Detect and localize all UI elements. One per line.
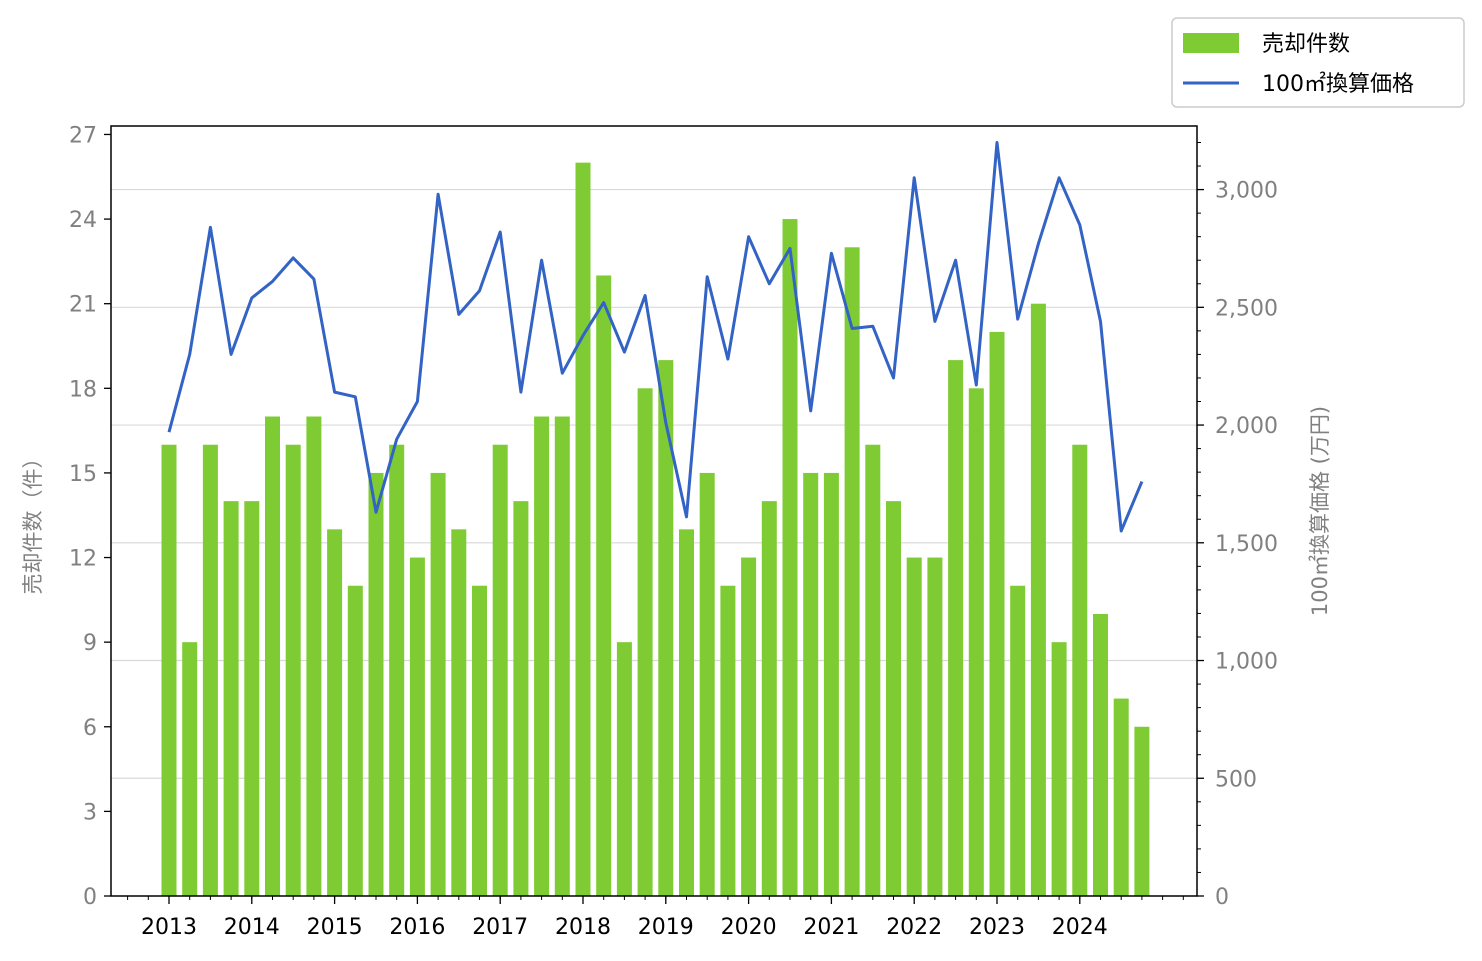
bar	[554, 416, 570, 896]
bar	[306, 416, 322, 896]
legend-bar-swatch	[1183, 33, 1239, 53]
y-tick-label: 3	[83, 800, 97, 825]
bar	[1030, 303, 1046, 896]
bar	[699, 472, 715, 896]
left-axis: 0 3 6 9 12 15 18 21 24 27	[69, 123, 111, 910]
x-tick-label: 2022	[886, 915, 942, 940]
bar	[1051, 642, 1067, 896]
bar	[927, 557, 943, 896]
legend-box	[1171, 17, 1465, 108]
bar	[989, 331, 1005, 896]
bar	[616, 642, 632, 896]
line-series	[167, 141, 1144, 533]
x-tick-label: 2024	[1052, 915, 1108, 940]
y-tick-label: 27	[69, 123, 97, 148]
y-tick-label: 6	[83, 716, 97, 741]
bar	[803, 472, 819, 896]
bar	[637, 388, 653, 896]
bar	[886, 501, 901, 896]
bar	[968, 388, 984, 896]
y2-tick-label: 2,500	[1215, 296, 1278, 321]
bar	[327, 529, 343, 896]
y-tick-label: 15	[69, 462, 97, 487]
y2-tick-label: 0	[1215, 885, 1229, 910]
x-axis: 2013 2014 2015 2016 2017 2018 2019 2020 2021 2022…	[127, 896, 1184, 940]
bar	[223, 501, 239, 896]
bar	[575, 162, 591, 896]
x-tick-label: 2013	[141, 915, 197, 940]
bar-series	[161, 162, 1150, 897]
bar	[244, 501, 260, 896]
y2-tick-label: 500	[1215, 767, 1257, 792]
plot-frame	[110, 125, 1198, 897]
bar	[1072, 444, 1088, 896]
bar	[1134, 726, 1150, 896]
bar	[1010, 585, 1026, 896]
y-axis-title: 売却件数（件）	[21, 448, 45, 595]
bar	[513, 501, 529, 896]
right-axis: 0 500 1,000 1,500 2,000 2,500 3,000	[1197, 141, 1278, 910]
bar	[596, 275, 612, 896]
y2-axis-title: 100㎡換算価格 (万円)	[1308, 406, 1332, 616]
y-tick-label: 9	[83, 631, 97, 656]
bar	[202, 444, 218, 896]
bar	[182, 642, 198, 896]
bar	[430, 472, 446, 896]
bar	[1093, 613, 1108, 896]
y-tick-label: 18	[69, 377, 97, 402]
x-tick-label: 2019	[638, 915, 694, 940]
y2-tick-label: 1,500	[1215, 532, 1278, 557]
bar	[409, 557, 425, 896]
bar	[472, 585, 487, 896]
bar	[451, 529, 467, 896]
x-tick-label: 2018	[555, 915, 611, 940]
bar	[844, 247, 860, 897]
bar	[161, 444, 177, 896]
bar	[347, 585, 363, 896]
bar	[534, 416, 550, 896]
y2-tick-label: 2,000	[1215, 414, 1278, 439]
legend: 売却件数 100㎡換算価格	[1171, 17, 1465, 108]
bar	[368, 472, 384, 896]
y-tick-label: 21	[69, 293, 97, 318]
bar	[265, 416, 280, 896]
y2-tick-label: 1,000	[1215, 650, 1278, 675]
price-line	[167, 141, 1144, 533]
bar	[720, 585, 736, 896]
bar	[906, 557, 922, 896]
bar	[285, 444, 301, 896]
x-tick-label: 2023	[969, 915, 1025, 940]
bar	[679, 529, 694, 896]
bar	[823, 472, 839, 896]
bar	[389, 444, 405, 896]
y-tick-label: 24	[69, 208, 97, 233]
y-tick-label: 0	[83, 885, 97, 910]
x-tick-label: 2014	[224, 915, 280, 940]
y-tick-label: 12	[69, 547, 97, 572]
bar	[1113, 698, 1129, 896]
bar	[492, 444, 508, 896]
legend-line-label: 100㎡換算価格	[1262, 71, 1414, 97]
bar	[658, 360, 674, 897]
x-tick-label: 2021	[803, 915, 859, 940]
bar	[865, 444, 881, 896]
x-tick-label: 2020	[721, 915, 777, 940]
bar	[948, 360, 964, 897]
x-tick-label: 2016	[389, 915, 445, 940]
x-tick-label: 2015	[307, 915, 363, 940]
y2-tick-label: 3,000	[1215, 179, 1278, 204]
bar	[741, 557, 757, 896]
legend-bar-label: 売却件数	[1262, 32, 1350, 57]
bar	[761, 501, 777, 896]
x-tick-label: 2017	[472, 915, 528, 940]
bar	[782, 219, 798, 897]
